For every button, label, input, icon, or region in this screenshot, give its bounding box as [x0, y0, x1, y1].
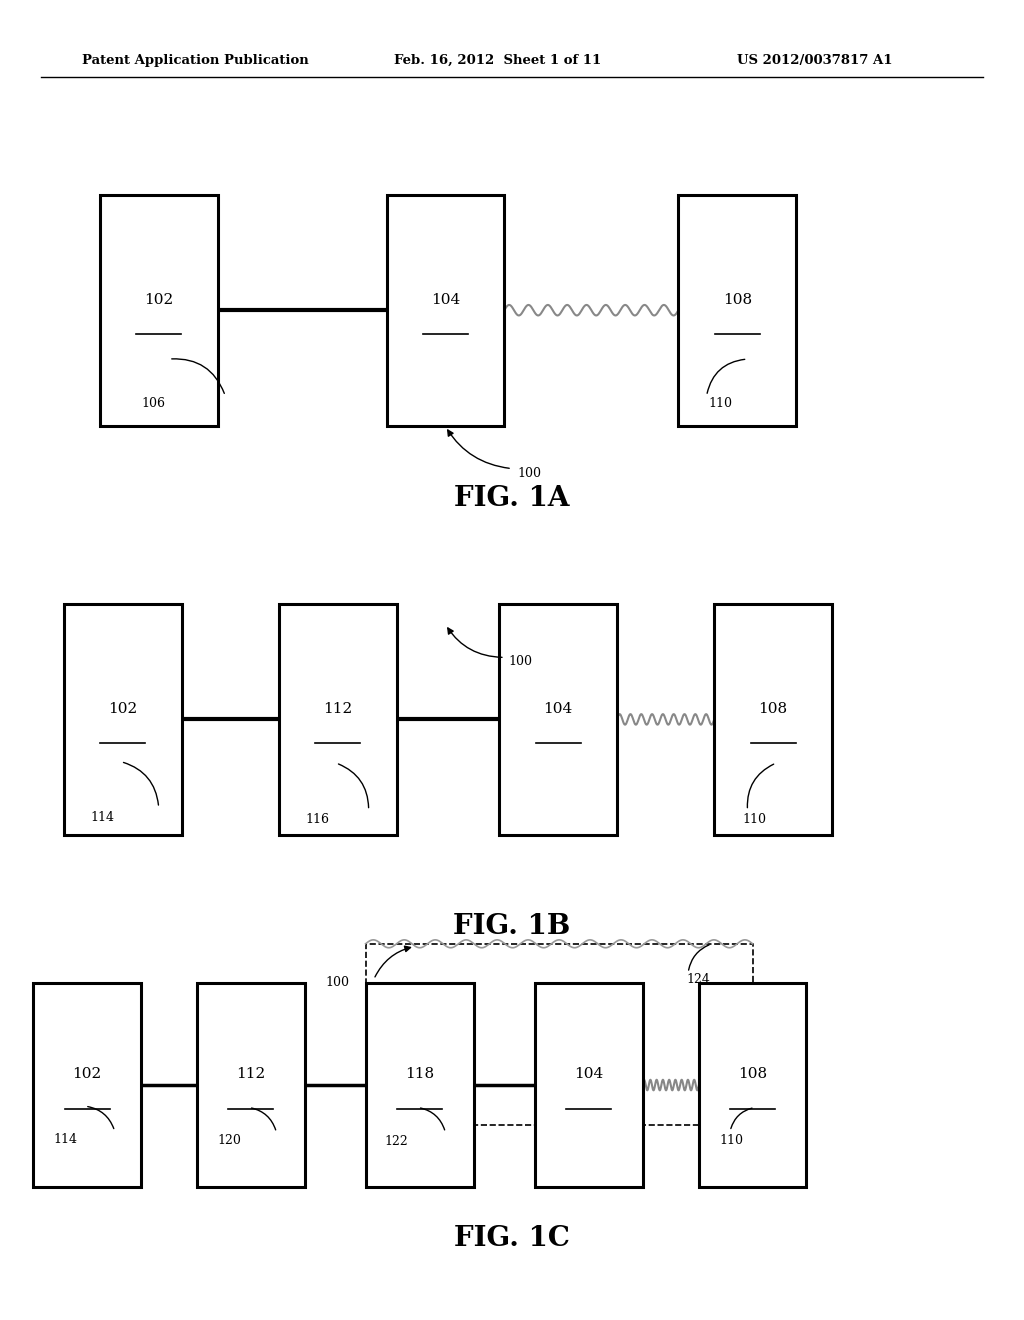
Text: 112: 112 [324, 702, 352, 715]
Bar [367, 982, 473, 1188]
Bar [500, 605, 616, 834]
Text: 122: 122 [384, 1135, 408, 1148]
Text: 112: 112 [237, 1068, 265, 1081]
Text: 108: 108 [738, 1068, 767, 1081]
Bar [535, 982, 643, 1188]
Text: US 2012/0037817 A1: US 2012/0037817 A1 [737, 54, 893, 67]
Text: 110: 110 [709, 397, 732, 411]
Text: 124: 124 [686, 973, 710, 986]
Text: 110: 110 [742, 813, 766, 826]
Text: FIG. 1A: FIG. 1A [455, 486, 569, 512]
Bar [63, 605, 182, 834]
Text: 104: 104 [431, 293, 460, 306]
Text: 104: 104 [544, 702, 572, 715]
Bar [715, 605, 831, 834]
Text: 116: 116 [305, 813, 329, 826]
Bar [678, 195, 797, 425]
Text: FIG. 1B: FIG. 1B [454, 913, 570, 940]
Bar [366, 944, 753, 1125]
Text: 106: 106 [141, 397, 165, 411]
Text: 118: 118 [406, 1068, 434, 1081]
Text: Patent Application Publication: Patent Application Publication [82, 54, 308, 67]
Text: 120: 120 [217, 1134, 241, 1147]
Text: 102: 102 [109, 702, 137, 715]
Text: 100: 100 [326, 975, 349, 989]
Bar [387, 195, 504, 425]
Text: 104: 104 [574, 1068, 603, 1081]
Text: Feb. 16, 2012  Sheet 1 of 11: Feb. 16, 2012 Sheet 1 of 11 [394, 54, 601, 67]
Text: 102: 102 [144, 293, 173, 306]
Bar [698, 982, 807, 1188]
Text: 114: 114 [90, 810, 114, 824]
Text: 102: 102 [73, 1068, 101, 1081]
Bar [100, 195, 218, 425]
Text: 114: 114 [53, 1133, 77, 1146]
Text: FIG. 1C: FIG. 1C [454, 1225, 570, 1251]
Text: 100: 100 [509, 655, 532, 668]
Bar [197, 982, 305, 1188]
Text: 100: 100 [517, 467, 541, 480]
Bar [34, 982, 141, 1188]
Text: 110: 110 [720, 1134, 743, 1147]
Text: 108: 108 [759, 702, 787, 715]
Text: 108: 108 [723, 293, 752, 306]
Bar [279, 605, 397, 834]
